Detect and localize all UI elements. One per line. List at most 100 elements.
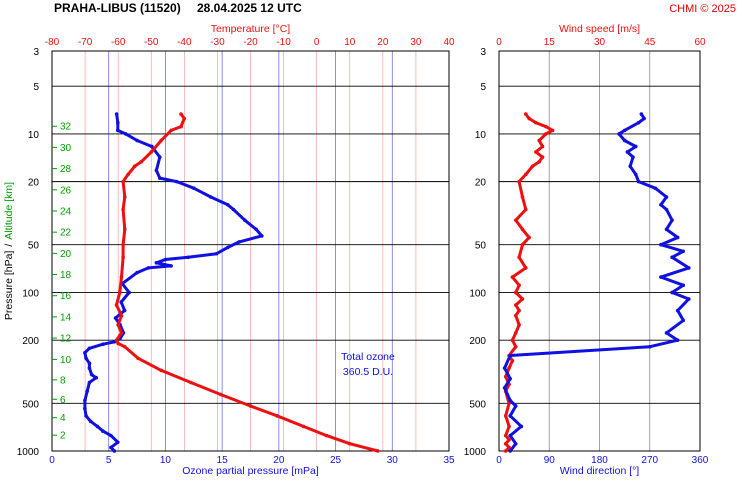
series-1-point-13	[119, 331, 124, 335]
series-0-point-19	[101, 342, 105, 346]
bottom-tick-label: 270	[641, 455, 658, 466]
altitude-tick-label: 6	[60, 395, 66, 406]
top-tick-label: 0	[496, 37, 502, 48]
series-1-point-0	[508, 449, 512, 453]
top-tick-label: 0	[314, 37, 320, 48]
series-1-point-36	[633, 144, 638, 149]
series-0-point-45	[174, 179, 179, 184]
series-1-point-1	[513, 441, 518, 446]
series-0-point-52	[115, 128, 120, 133]
series-1-point-41	[642, 116, 646, 121]
series-1-point-22	[681, 249, 686, 254]
series-1-point-20	[121, 242, 125, 247]
series-0-point-29	[520, 227, 525, 232]
series-0-point-11	[87, 380, 92, 385]
series-1-point-18	[119, 275, 124, 279]
ozone-temperature-panel: -80 -70 -60 -50 -40 -30 -20 -10 0 10 20 30 40 0 5 10 15 2…	[3, 23, 455, 477]
series-1-point-6	[508, 398, 512, 403]
series-0-point-44	[534, 120, 538, 125]
altitude-tick-label: 30	[60, 143, 72, 154]
bottom-tick-label: 25	[330, 455, 342, 466]
series-0-point-35	[214, 251, 219, 256]
series-0-point-30	[513, 218, 518, 222]
series-1-point-11	[116, 341, 120, 346]
altitude-tick-label: 10	[60, 355, 72, 366]
series-0-point-0	[112, 449, 117, 453]
series-0-point-4	[503, 433, 508, 438]
altitude-tick-label: 18	[60, 270, 72, 281]
series-1-point-14	[116, 323, 120, 327]
series-0-point-46	[157, 176, 162, 180]
series-0-point-16	[513, 331, 518, 335]
series-0-point-9	[83, 398, 87, 403]
series-0-point-5	[95, 424, 100, 429]
series-0-point-1	[507, 445, 511, 450]
bottom-tick-label: 10	[160, 455, 172, 466]
series-0-point-39	[540, 144, 545, 149]
series-1-point-4	[508, 414, 512, 418]
series-0-point-18	[87, 346, 92, 351]
pressure-tick-label: 3	[33, 47, 39, 58]
bottom-tick-label: 5	[106, 455, 112, 466]
series-0-point-16	[84, 356, 88, 361]
total-ozone-label: Total ozone	[341, 351, 395, 363]
pressure-tick-label: 10	[475, 130, 487, 141]
series-0-point-24	[510, 275, 515, 279]
series-1-point-24	[675, 235, 680, 240]
series-0-point-2	[503, 441, 508, 446]
top-tick-label: 20	[377, 37, 389, 48]
credit-label: CHMI © 2025	[669, 3, 736, 15]
series-1-point-32	[633, 172, 638, 177]
series-1-point-19	[659, 275, 663, 279]
altitude-axis-title: Altitude [km]	[3, 182, 15, 240]
series-0-point-26	[119, 300, 123, 304]
series-0-point-40	[243, 218, 247, 222]
series-1-point-25	[664, 227, 669, 232]
series-0-point-11	[507, 366, 511, 370]
series-0-point-13	[89, 372, 94, 377]
series-0-point-6	[88, 419, 93, 424]
wind-panel: 0 15 30 45 60 0 90 180 270 360 3 5 10 20 50 100 200 500 10…	[464, 23, 709, 477]
series-0-point-18	[513, 313, 518, 318]
series-0-point-37	[237, 240, 241, 244]
series-0-point-26	[517, 255, 521, 260]
pressure-tick-label: 1000	[17, 447, 40, 458]
bottom-tick-label: 15	[217, 455, 229, 466]
series-1-point-15	[119, 313, 124, 318]
top-axis-title: Wind speed [m/s]	[559, 23, 640, 35]
series-1-point-20	[687, 266, 691, 270]
series-0-point-50	[135, 138, 139, 143]
pressure-tick-label: 200	[469, 336, 486, 347]
series-1-point-5	[248, 404, 253, 408]
series-1-point-22	[121, 207, 125, 212]
series-0-point-7	[84, 414, 88, 418]
series-0-point-27	[520, 242, 525, 247]
series-0-point-21	[520, 297, 525, 301]
series-0-point-38	[260, 234, 264, 238]
pressure-tick-label: 50	[475, 241, 487, 252]
series-0-point-37	[540, 155, 545, 159]
series-0-point-41	[231, 207, 236, 212]
series-1-point-8	[159, 368, 163, 373]
series-0-point-15	[87, 361, 92, 366]
pressure-tick-label: 1000	[464, 447, 487, 458]
altitude-tick-label: 4	[60, 413, 66, 424]
series-1-point-42	[639, 112, 644, 116]
series-0-point-39	[254, 227, 258, 232]
series-0-point-54	[114, 112, 119, 116]
pressure-tick-label: 20	[28, 178, 40, 189]
altitude-tick-label: 26	[60, 185, 72, 196]
altitude-tick-label: 22	[60, 228, 72, 239]
pressure-tick-label: 5	[33, 82, 39, 93]
plot-frame	[498, 50, 701, 452]
series-1-point-19	[121, 255, 125, 260]
series-1-point-14	[681, 318, 686, 323]
series-0-point-10	[85, 389, 89, 394]
top-tick-label: 60	[694, 37, 706, 48]
series-1-point-15	[675, 308, 680, 313]
series-0-point-8	[83, 406, 87, 411]
pressure-tick-label: 100	[22, 288, 39, 299]
series-1-point-8	[508, 376, 512, 381]
pressure-tick-label: 20	[475, 178, 487, 189]
series-0-point-44	[191, 186, 196, 190]
